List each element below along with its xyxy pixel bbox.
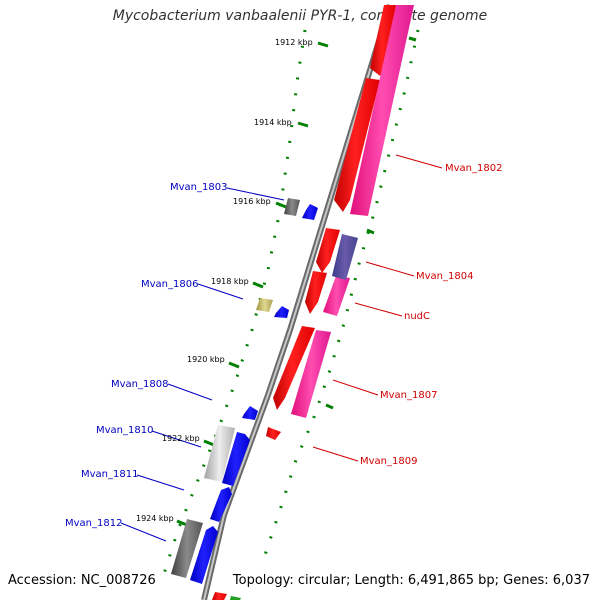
feature-gray-1812[interactable] [171, 519, 203, 578]
feature-light-1810[interactable] [204, 425, 235, 482]
callout-mvan-1803 [226, 187, 285, 201]
gene-label-mvan-1812[interactable]: Mvan_1812 [65, 518, 122, 529]
gene-mvan-1809[interactable] [266, 427, 281, 440]
outer-tick [325, 403, 334, 410]
callout-mvan-1806 [197, 283, 244, 300]
callout-nudc [354, 302, 403, 317]
gene-label-mvan-1807[interactable]: Mvan_1807 [380, 390, 437, 401]
rna-feature-3[interactable] [291, 330, 331, 418]
kbp-label-1924: 1924 kbp [136, 514, 174, 523]
kbp-tick-1914 [297, 121, 309, 128]
outer-tick [408, 36, 417, 42]
gene-mvan-1804[interactable] [316, 228, 340, 273]
kbp-tick-1922 [203, 439, 215, 447]
callout-mvan-1809 [312, 446, 359, 462]
gene-label-mvan-1802[interactable]: Mvan_1802 [445, 163, 502, 174]
gene-mvan-1807[interactable] [273, 326, 315, 410]
rna-feature-1[interactable] [350, 5, 414, 216]
gene-label-mvan-1809[interactable]: Mvan_1809 [360, 456, 417, 467]
kbp-tick-1918 [252, 281, 264, 289]
gene-mvan-1808[interactable] [242, 406, 258, 420]
feature-green-bottom[interactable] [230, 596, 241, 600]
kbp-tick-1920 [228, 361, 240, 369]
gene-mvan-1811[interactable] [210, 487, 232, 522]
gene-label-mvan-1808[interactable]: Mvan_1808 [111, 379, 168, 390]
callout-mvan-1810 [151, 430, 202, 448]
callout-mvan-1811 [136, 474, 185, 491]
genome-stats-text: Topology: circular; Length: 6,491,865 bp… [232, 573, 590, 588]
callout-mvan-1808 [167, 383, 213, 401]
gene-label-mvan-1804[interactable]: Mvan_1804 [416, 271, 473, 282]
feature-olive-1918[interactable] [256, 298, 273, 312]
gene-mvan-1806[interactable] [274, 306, 289, 318]
feature-gray-1916[interactable] [284, 198, 300, 216]
gene-bottom-red[interactable] [212, 592, 227, 600]
kbp-label-1914: 1914 kbp [254, 118, 292, 127]
gene-label-mvan-1810[interactable]: Mvan_1810 [96, 425, 153, 436]
gene-mvan-1812[interactable] [190, 526, 218, 584]
kbp-tick-1912 [317, 41, 329, 48]
gene-purple[interactable] [332, 234, 358, 280]
gene-mvan-1803[interactable] [302, 204, 318, 220]
kbp-tick-1916 [275, 201, 287, 209]
accession-text: Accession: NC_008726 [8, 573, 156, 588]
gene-label-mvan-1811[interactable]: Mvan_1811 [81, 469, 138, 480]
gene-label-nudc[interactable]: nudC [404, 311, 430, 322]
gene-mvan-1802[interactable] [334, 78, 380, 212]
outer-tick [366, 228, 375, 235]
gene-mvan-1801[interactable] [370, 5, 396, 76]
kbp-tick-1924 [176, 519, 188, 527]
gene-label-mvan-1803[interactable]: Mvan_1803 [170, 182, 227, 193]
gene-mvan-1810[interactable] [222, 432, 250, 486]
outer-tick-track [263, 29, 420, 556]
callout-mvan-1804 [365, 261, 415, 277]
kbp-label-1920: 1920 kbp [187, 355, 225, 364]
callout-mvan-1812 [120, 522, 167, 542]
kbp-label-1912: 1912 kbp [275, 38, 313, 47]
inner-tick-track [160, 29, 307, 581]
callout-mvan-1807 [332, 379, 379, 396]
kbp-label-1916: 1916 kbp [233, 197, 271, 206]
rna-feature-2[interactable] [323, 276, 350, 316]
gene-label-mvan-1806[interactable]: Mvan_1806 [141, 279, 198, 290]
callout-mvan-1802 [395, 154, 443, 169]
kbp-label-1922: 1922 kbp [162, 434, 200, 443]
gene-nudc[interactable] [305, 271, 327, 314]
kbp-label-1918: 1918 kbp [211, 277, 249, 286]
